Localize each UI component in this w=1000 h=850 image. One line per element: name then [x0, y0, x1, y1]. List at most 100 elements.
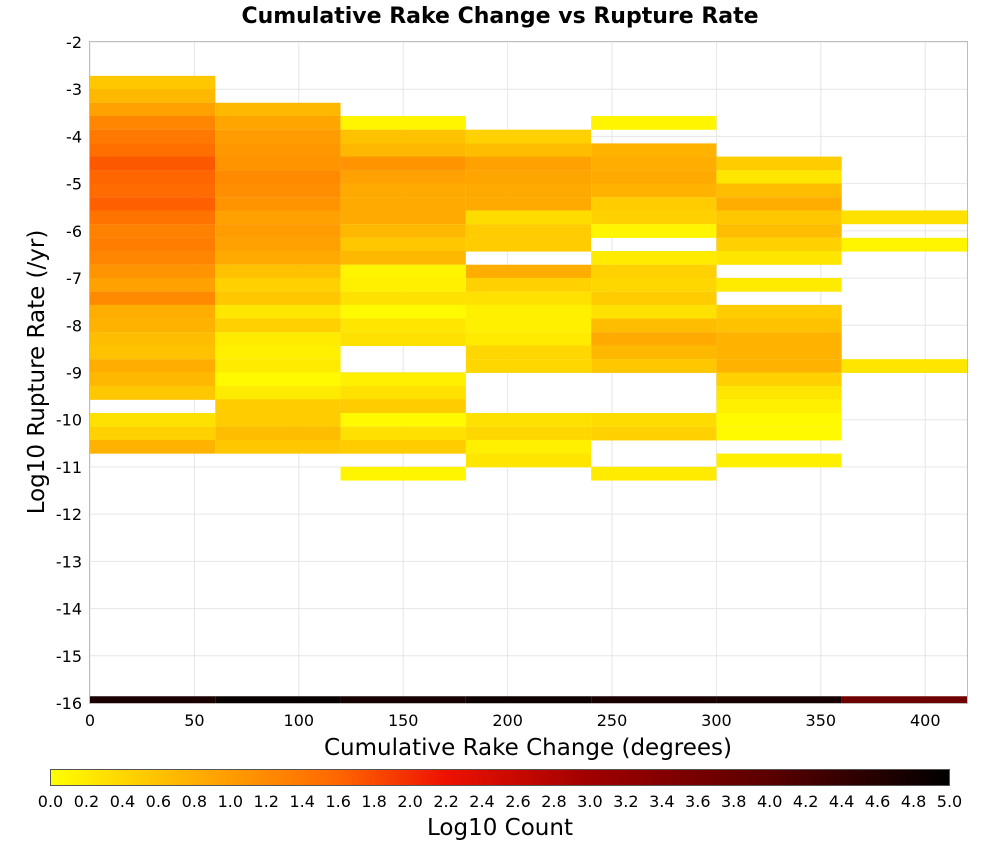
heatmap-cell — [340, 696, 466, 703]
heatmap-cell — [215, 304, 341, 319]
heatmap-cell — [841, 237, 967, 252]
heatmap-cell — [465, 224, 592, 238]
heatmap-cell — [465, 210, 592, 225]
y-tick-label: -8 — [66, 316, 82, 335]
y-tick-label: -13 — [56, 552, 82, 571]
heatmap-cell — [465, 143, 592, 158]
heatmap-cell — [591, 332, 717, 347]
heatmap-cell — [465, 332, 592, 347]
x-tick-label: 250 — [597, 711, 628, 730]
heatmap-cell — [340, 412, 466, 427]
heatmap-cell — [716, 197, 842, 211]
colorbar — [50, 769, 950, 786]
colorbar-tick-label: 3.6 — [685, 792, 710, 811]
heatmap-cell — [90, 224, 216, 238]
heatmap-cell — [716, 237, 842, 252]
heatmap-cell — [340, 466, 466, 481]
heatmap-cell — [340, 170, 466, 185]
heatmap-cell — [465, 412, 592, 427]
colorbar-tick-label: 4.2 — [793, 792, 818, 811]
heatmap-cell — [465, 264, 592, 279]
heatmap-cell — [591, 291, 717, 306]
heatmap-cell — [90, 291, 216, 306]
heatmap-cell — [340, 129, 466, 144]
heatmap-cell — [716, 277, 842, 292]
heatmap-cell — [90, 251, 216, 265]
heatmap-cell — [465, 156, 592, 171]
heatmap-cell — [90, 304, 216, 319]
heatmap-cell — [90, 143, 216, 158]
heatmap-cell — [591, 251, 717, 265]
heatmap-cell — [90, 115, 216, 130]
colorbar-tick-label: 2.0 — [397, 792, 422, 811]
y-tick-label: -14 — [56, 600, 82, 619]
heatmap-cell — [90, 359, 216, 373]
heatmap-cell — [215, 170, 341, 185]
colorbar-tick-label: 1.8 — [361, 792, 386, 811]
heatmap-cell — [215, 426, 341, 441]
y-tick-label: -7 — [66, 269, 82, 288]
heatmap-cell — [340, 237, 466, 252]
heatmap-cell — [841, 359, 967, 373]
heatmap-cell — [90, 75, 216, 90]
y-axis-ticks: -2 -3 -4 -5 -6 -7 -8 -9 -10 -11 -12 -13 -14 -15 -16 — [56, 33, 82, 713]
heatmap-cell — [591, 426, 717, 441]
heatmap-cell — [215, 332, 341, 347]
colorbar-label: Log10 Count — [427, 815, 573, 841]
x-axis-label: Cumulative Rake Change (degrees) — [324, 735, 732, 761]
heatmap-cell — [340, 183, 466, 198]
heatmap-cell — [340, 291, 466, 306]
colorbar-tick-label: 5.0 — [937, 792, 962, 811]
heatmap-cell — [841, 210, 967, 225]
y-tick-label: -11 — [56, 458, 82, 477]
colorbar-tick-label: 1.2 — [254, 792, 279, 811]
colorbar-tick-label: 4.8 — [901, 792, 926, 811]
y-tick-label: -10 — [56, 411, 82, 430]
x-tick-label: 300 — [701, 711, 732, 730]
heatmap-cell — [340, 426, 466, 441]
colorbar-tick-label: 3.8 — [721, 792, 746, 811]
heatmap-cell — [716, 412, 842, 427]
heatmap-cell — [340, 372, 466, 387]
x-axis-ticks: 0 50 100 150 200 250 300 350 400 — [85, 711, 941, 730]
heatmap-cell — [340, 251, 466, 265]
heatmap-cell — [465, 197, 592, 211]
heatmap-cell — [591, 318, 717, 333]
colorbar-tick-label: 1.6 — [325, 792, 350, 811]
colorbar-tick-label: 2.4 — [469, 792, 494, 811]
y-tick-label: -5 — [66, 175, 82, 194]
heatmap-cell — [215, 386, 341, 400]
colorbar-tick-label: 4.0 — [757, 792, 782, 811]
heatmap-cell — [465, 304, 592, 319]
heatmap-cell — [716, 183, 842, 198]
heatmap-cell — [465, 318, 592, 333]
heatmap-cell — [716, 453, 842, 468]
heatmap-cell — [591, 143, 717, 158]
heatmap-cell — [90, 197, 216, 211]
heatmap-cell — [340, 304, 466, 319]
heatmap-cell — [591, 183, 717, 198]
heatmap-cell — [215, 156, 341, 171]
y-tick-label: -16 — [56, 694, 82, 713]
heatmap-cell — [716, 399, 842, 414]
heatmap-cell — [716, 359, 842, 373]
heatmap-cell — [90, 372, 216, 387]
heatmap-cell — [215, 264, 341, 279]
heatmap-cell — [90, 156, 216, 171]
heatmap-cell — [716, 251, 842, 265]
heatmap-cell — [465, 426, 592, 441]
heatmap-cell — [716, 304, 842, 319]
heatmap-cell — [215, 439, 341, 454]
heatmap-cell — [340, 277, 466, 292]
heatmap-cell — [215, 359, 341, 373]
heatmap-cell — [465, 291, 592, 306]
heatmap-cell — [465, 453, 592, 468]
x-tick-label: 0 — [85, 711, 95, 730]
heatmap-cell — [215, 277, 341, 292]
heatmap-cell — [215, 345, 341, 360]
colorbar-tick-label: 3.0 — [577, 792, 602, 811]
heatmap-cell — [215, 399, 341, 414]
heatmap-cell — [90, 345, 216, 360]
colorbar-tick-label: 2.8 — [541, 792, 566, 811]
